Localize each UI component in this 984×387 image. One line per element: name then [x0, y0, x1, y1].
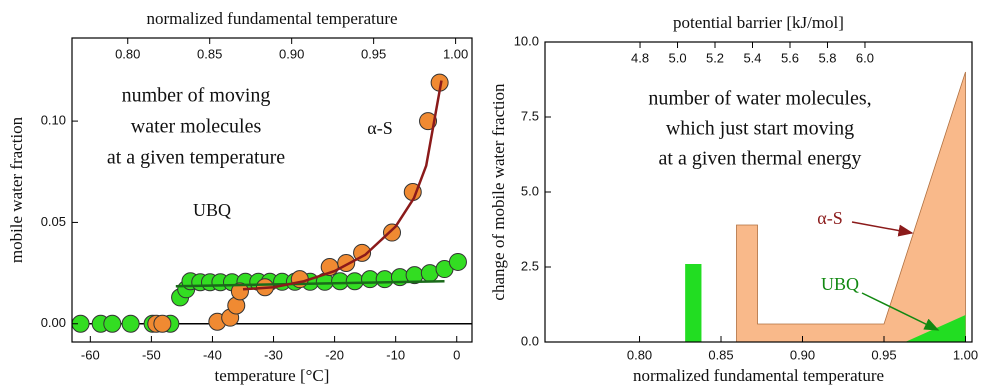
fit-line [175, 279, 445, 288]
x-tick-label: -10 [386, 347, 405, 362]
x2-tick-label: 0.85 [197, 46, 222, 61]
data-point [345, 272, 364, 291]
data-point [230, 282, 249, 301]
x2-tick-label: 5.2 [706, 50, 724, 65]
annotation: number of water molecules, [648, 88, 871, 110]
y-tick-label: 0.10 [41, 113, 66, 128]
x-tick-label: 0.95 [871, 347, 896, 362]
y-tick-label: 5.0 [521, 183, 539, 198]
x-tick-label: 0.90 [790, 347, 815, 362]
data-point [383, 223, 401, 242]
x2-axis-title: normalized fundamental temperature [146, 9, 397, 28]
x2-tick-label: 0.95 [361, 46, 386, 61]
x2-tick-label: 0.90 [279, 46, 304, 61]
x-tick-label: 0.85 [708, 347, 733, 362]
data-point [121, 314, 140, 333]
x-tick-label: 0 [453, 347, 460, 362]
x2-axis-title: potential barrier [kJ/mol] [673, 13, 844, 32]
x2-tick-label: 4.8 [631, 50, 649, 65]
x-tick-label: 0.80 [627, 347, 652, 362]
x2-tick-label: 5.0 [668, 50, 686, 65]
annotation: at a given temperature [107, 147, 285, 169]
y-axis-title: change of mobile water fraction [489, 83, 508, 301]
y-tick-label: 0.00 [41, 315, 66, 330]
x2-tick-label: 0.80 [115, 46, 140, 61]
y-tick-label: 10.0 [514, 33, 539, 48]
data-point [153, 314, 172, 333]
x2-tick-label: 5.8 [818, 50, 836, 65]
arrow [861, 292, 940, 331]
plot-frame [71, 37, 473, 343]
x-tick-label: 1.00 [953, 347, 978, 362]
x2-tick-label: 6.0 [856, 50, 874, 65]
fit-line [242, 80, 443, 291]
y-axis-title: mobile water fraction [7, 116, 26, 263]
area [685, 264, 966, 342]
x2-tick-label: 1.00 [443, 46, 468, 61]
area [736, 71, 966, 343]
data-point [448, 252, 467, 271]
y-tick-label: 0.05 [41, 214, 66, 229]
x2-tick-label: 5.4 [743, 50, 761, 65]
annotation: number of moving [122, 85, 271, 107]
series-label: UBQ [821, 274, 859, 294]
series-label: α-S [817, 208, 842, 228]
series-label: α-S [367, 118, 392, 138]
x-axis-title: normalized fundamental temperature [633, 366, 884, 385]
x2-tick-label: 5.6 [781, 50, 799, 65]
data-point [375, 270, 394, 289]
x-tick-label: -60 [81, 347, 100, 362]
y-tick-label: 7.5 [521, 108, 539, 123]
x-axis-title: temperature [°C] [215, 366, 330, 385]
x-tick-label: -30 [264, 347, 283, 362]
arrow [851, 221, 914, 237]
annotation: water molecules [131, 116, 262, 138]
annotation: at a given thermal energy [659, 148, 862, 170]
x-tick-label: -40 [203, 347, 222, 362]
data-point [353, 243, 372, 262]
x-tick-label: -50 [142, 347, 161, 362]
y-tick-label: 0.0 [521, 333, 539, 348]
annotation: which just start moving [666, 118, 854, 140]
series-label: UBQ [193, 200, 231, 220]
data-point [103, 314, 122, 333]
y-tick-label: 2.5 [521, 258, 539, 273]
x-tick-label: -20 [325, 347, 344, 362]
